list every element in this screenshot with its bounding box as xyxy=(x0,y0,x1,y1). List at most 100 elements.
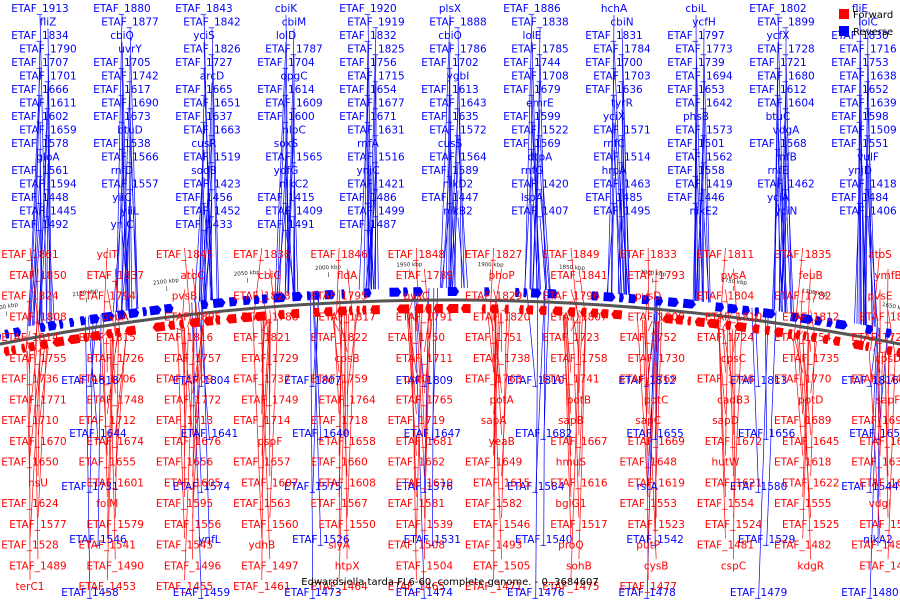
leader-line xyxy=(261,318,271,498)
leader-line xyxy=(199,122,205,302)
forward-gene-label: pvsD xyxy=(635,291,661,303)
forward-gene-label: ETAF_1504 xyxy=(396,560,454,572)
leader-line xyxy=(129,163,133,310)
leader-line xyxy=(778,82,787,312)
leader-line xyxy=(37,347,47,518)
reverse-gene-arrow xyxy=(864,324,874,335)
forward-gene-arrow xyxy=(764,325,771,336)
forward-gene-label: ETAF_1669 xyxy=(627,436,684,448)
leader-line xyxy=(751,307,759,494)
leader-line xyxy=(29,348,42,539)
leader-line xyxy=(694,163,705,301)
forward-gene-label: ETAF_1833 xyxy=(619,249,676,261)
reverse-gene-arrow xyxy=(530,288,542,298)
reverse-gene-label: uvrY xyxy=(118,44,142,56)
reverse-gene-label: ETAF_1653 xyxy=(667,84,724,96)
forward-gene-label: cbiG xyxy=(258,270,282,282)
reverse-gene-label: ETAF_1716 xyxy=(839,44,897,56)
reverse-strand-genes xyxy=(0,287,892,340)
forward-gene-label: ETAF_1455 xyxy=(156,581,213,593)
map-caption: Edwardsiella tarda FL6-60, complete geno… xyxy=(301,577,599,588)
reverse-gene-label: lspA xyxy=(521,192,544,204)
reverse-gene-arrow xyxy=(0,333,2,340)
leader-line xyxy=(375,136,379,290)
forward-gene-label: ETAF_1527 xyxy=(859,519,900,531)
leader-line xyxy=(869,327,878,494)
reverse-gene-label: nikC2 xyxy=(279,179,309,191)
forward-gene-label: ETAF_1788 xyxy=(241,311,298,323)
axis-tick-mark xyxy=(5,311,8,317)
leader-line xyxy=(358,95,369,290)
forward-gene-label: cpsB xyxy=(335,353,360,365)
forward-gene-label: ETAF_1809 xyxy=(627,311,684,323)
leader-line xyxy=(338,314,342,539)
reverse-gene-label: ycfH xyxy=(692,17,716,29)
reverse-gene-label: ETAF_1509 xyxy=(839,125,896,137)
reverse-gene-arrow xyxy=(655,296,663,306)
reverse-gene-label: ETAF_1919 xyxy=(347,17,404,29)
leader-line xyxy=(310,292,314,600)
reverse-gene-label: ETAF_1888 xyxy=(429,17,486,29)
reverse-gene-label: ETAF_1456 xyxy=(175,192,233,204)
forward-gene-label: ETAF_1738 xyxy=(473,353,530,365)
reverse-gene-label: sodB xyxy=(191,165,217,177)
reverse-gene-label: ETAF_1421 xyxy=(347,179,404,191)
leader-line xyxy=(621,217,630,295)
reverse-gene-label: ETAF_1613 xyxy=(421,84,478,96)
leader-line xyxy=(539,217,547,290)
reverse-gene-arrow xyxy=(714,302,725,312)
reverse-gene-label: dtpA xyxy=(528,152,553,164)
reverse-gene-label: ETAF_1557 xyxy=(101,179,158,191)
forward-gene-label: ETAF_1608 xyxy=(318,477,375,489)
forward-gene-arrow xyxy=(751,324,760,334)
reverse-gene-label: ETAF_1501 xyxy=(667,138,724,150)
leader-line xyxy=(211,28,220,300)
leader-line xyxy=(647,320,653,332)
forward-gene-label: ETAF_1861 xyxy=(1,249,58,261)
reverse-gene-label: ETAF_1708 xyxy=(511,71,568,83)
reverse-gene-label: emrE xyxy=(526,98,554,110)
leader-line xyxy=(284,136,295,294)
reverse-gene-label: ETAF_1728 xyxy=(757,44,814,56)
leader-line xyxy=(703,109,709,303)
leader-line xyxy=(718,327,726,498)
leader-line xyxy=(346,313,358,394)
forward-gene-arrow xyxy=(226,313,237,324)
reverse-gene-label: ETAF_1463 xyxy=(593,179,650,191)
forward-gene-label: ETAF_1804 xyxy=(697,291,755,303)
leader-line xyxy=(293,163,299,293)
forward-gene-label: ETAF_1817 xyxy=(318,311,375,323)
leader-line xyxy=(112,203,123,313)
leader-line xyxy=(102,247,108,339)
leader-line xyxy=(543,289,546,547)
forward-gene-label: ETAF_1655 xyxy=(79,457,136,469)
forward-gene-label: slyA xyxy=(328,540,351,552)
reverse-gene-label: ETAF_1809 xyxy=(396,375,453,387)
reverse-gene-arrow xyxy=(4,329,10,339)
reverse-gene-label: ETAF_1614 xyxy=(257,84,315,96)
leader-line xyxy=(269,268,277,319)
forward-gene-label: ETAF_1619 xyxy=(627,477,684,489)
leader-line xyxy=(703,190,705,302)
forward-gene-label: ETAF_1560 xyxy=(241,519,298,531)
reverse-gene-label: yciN xyxy=(775,206,798,218)
forward-gene-label: ETAF_1605 xyxy=(164,477,221,489)
reverse-gene-arrow xyxy=(101,311,115,323)
leader-line xyxy=(411,312,417,581)
reverse-gene-label: hchA xyxy=(601,3,628,15)
reverse-gene-arrow xyxy=(291,291,303,302)
forward-gene-label: ETAF_1645 xyxy=(782,436,839,448)
reverse-gene-label: yciA xyxy=(767,192,790,204)
reverse-gene-label: ETAF_1643 xyxy=(429,98,486,110)
leader-line xyxy=(121,230,130,311)
leader-line xyxy=(198,301,210,441)
leader-line xyxy=(781,109,787,312)
forward-gene-arrow xyxy=(611,309,623,320)
leader-line xyxy=(854,176,861,324)
reverse-gene-label: ETAF_1913 xyxy=(11,3,68,15)
leader-line xyxy=(120,82,131,312)
leader-line xyxy=(192,326,194,352)
leader-line xyxy=(868,350,881,539)
reverse-gene-arrow xyxy=(835,319,848,330)
reverse-gene-arrow xyxy=(12,327,22,338)
